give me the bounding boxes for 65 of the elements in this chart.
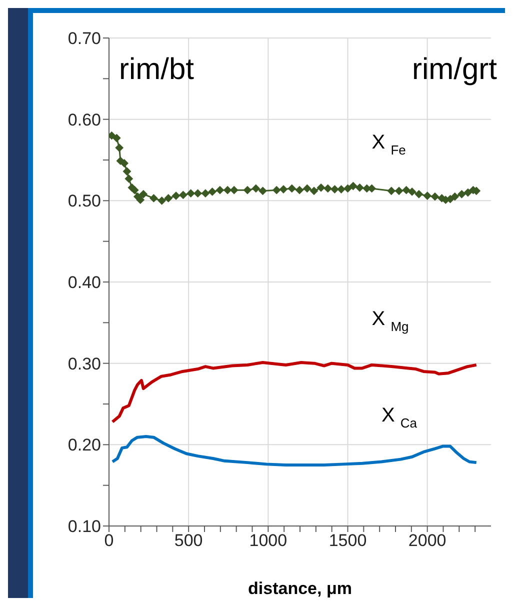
point (303, 184, 312, 192)
point (395, 186, 403, 195)
point (356, 184, 364, 192)
y-tick-label: 0.10 (68, 517, 101, 536)
x-tick-label: 1500 (328, 531, 367, 550)
series-label: X $_{Mg}$ (372, 308, 409, 334)
series-label: X $_{Fe}$ (372, 131, 406, 158)
point (124, 174, 133, 183)
y-tick-label: 0.70 (68, 29, 101, 48)
point (296, 186, 304, 194)
point (337, 185, 346, 194)
point (230, 186, 238, 194)
point (450, 192, 459, 201)
point (179, 190, 188, 199)
point (279, 185, 288, 194)
line-series (111, 435, 478, 466)
point (330, 185, 339, 194)
point (402, 186, 410, 194)
point (150, 194, 158, 202)
point (208, 188, 216, 196)
point (344, 184, 352, 192)
point (139, 190, 148, 198)
point (349, 182, 358, 190)
point (115, 144, 124, 152)
point (186, 189, 195, 198)
point (216, 186, 224, 194)
point (109, 132, 116, 140)
point (288, 184, 296, 192)
point (272, 186, 281, 194)
x-tick-label: 0 (104, 531, 114, 550)
point (414, 190, 423, 198)
y-tick-label: 0.60 (68, 110, 101, 130)
x-axis-title: distance, μm (248, 579, 352, 598)
point (120, 159, 128, 168)
point (387, 186, 396, 195)
point (112, 134, 121, 142)
point (430, 192, 439, 201)
y-tick-label: 0.50 (68, 192, 101, 211)
point (158, 196, 166, 205)
x-tick-label: 2000 (408, 531, 446, 550)
point (458, 190, 466, 198)
series-label: X $_{Ca}$ (381, 404, 418, 431)
x-tick-label: 1000 (249, 531, 288, 550)
point (317, 184, 326, 192)
point (130, 186, 139, 194)
point (252, 184, 260, 192)
y-tick-label: 0.20 (68, 436, 101, 455)
point (258, 186, 267, 195)
annotation: rim/grt (412, 53, 497, 87)
point (172, 192, 180, 200)
y-tick-label: 0.30 (68, 354, 101, 374)
point (201, 189, 210, 198)
y-tick-label: 0.40 (68, 273, 101, 292)
point (194, 189, 202, 198)
point (243, 186, 252, 194)
point (122, 167, 131, 176)
point (310, 186, 318, 195)
point (164, 194, 172, 202)
point (324, 184, 332, 192)
point (423, 192, 432, 200)
annotation: rim/bt (119, 53, 194, 87)
point (408, 188, 416, 196)
point (224, 186, 232, 194)
point (464, 188, 472, 197)
x-tick-label: 500 (174, 531, 203, 550)
